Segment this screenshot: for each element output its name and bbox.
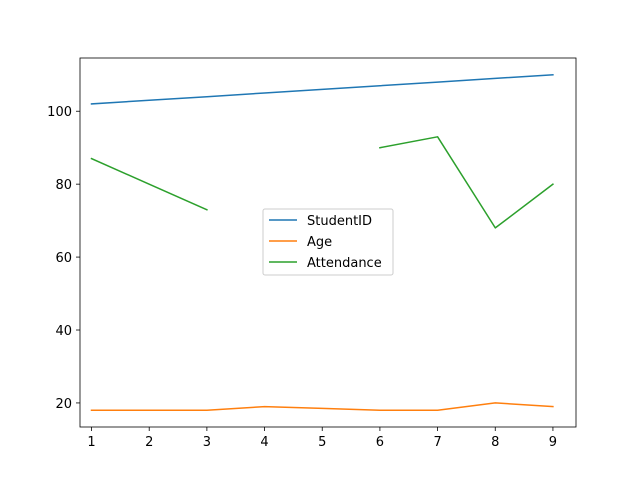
x-tick-label: 2 xyxy=(145,435,153,450)
x-tick-label: 7 xyxy=(433,435,441,450)
x-tick-label: 8 xyxy=(491,435,499,450)
legend-label-age: Age xyxy=(307,235,332,250)
x-tick-label: 4 xyxy=(260,435,268,450)
plot-frame xyxy=(79,57,577,428)
y-tick-label: 20 xyxy=(55,397,72,412)
legend-box xyxy=(262,208,394,276)
y-tick-label: 100 xyxy=(47,105,72,120)
series-line-attendance-2 xyxy=(379,136,554,229)
y-tick-label: 40 xyxy=(55,324,72,339)
y-tick-label: 80 xyxy=(55,178,72,193)
series-line-attendance-1 xyxy=(90,157,208,211)
x-tick-label: 5 xyxy=(318,435,326,450)
x-tick-label: 6 xyxy=(376,435,384,450)
x-tick-label: 1 xyxy=(87,435,95,450)
series-line-age xyxy=(90,402,554,411)
x-tick-label: 9 xyxy=(549,435,557,450)
x-tick-label: 3 xyxy=(203,435,211,450)
legend: StudentID Age Attendance xyxy=(262,208,394,276)
legend-label-attendance: Attendance xyxy=(307,256,382,271)
series-layer xyxy=(90,74,554,411)
axes-layer: 1 2 3 4 5 6 7 8 9 20 40 60 80 100 xyxy=(47,57,577,450)
legend-label-studentid: StudentID xyxy=(307,214,372,229)
series-line-studentid xyxy=(90,74,554,105)
y-tick-label: 60 xyxy=(55,251,72,266)
